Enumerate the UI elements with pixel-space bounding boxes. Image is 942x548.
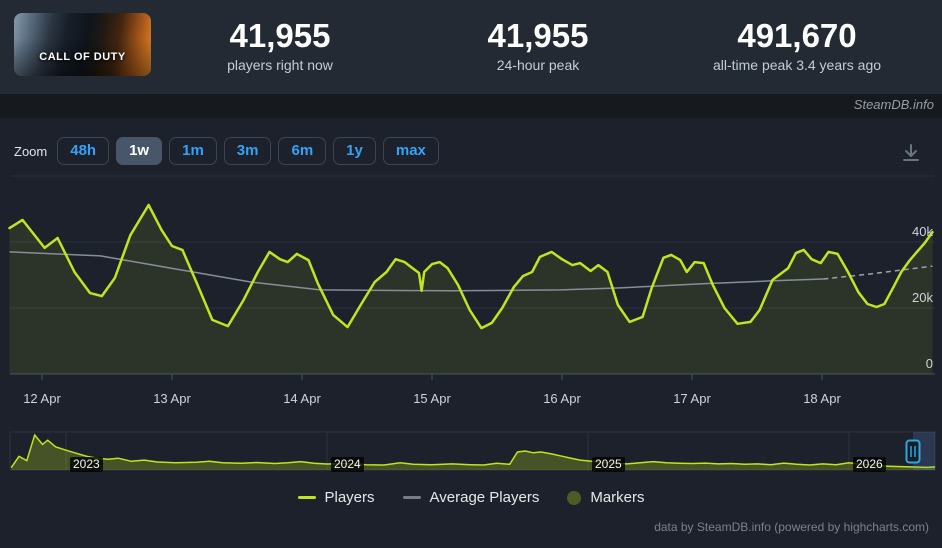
- peak-24h-value: 41,955: [487, 17, 589, 54]
- legend-item-average-players[interactable]: Average Players: [402, 489, 540, 506]
- game-capsule-image[interactable]: CALL OF DUTY: [14, 13, 151, 76]
- nav-year-2023: 2023: [70, 457, 103, 472]
- stat-24h-peak: 41,955 24-hour peak: [428, 17, 648, 74]
- legend-markers-label: Markers: [590, 489, 645, 506]
- navigator-area-fill: [11, 435, 936, 470]
- average-players-projection-line: [823, 265, 933, 280]
- nav-year-2026: 2026: [853, 457, 886, 472]
- download-chart-icon[interactable]: [898, 142, 924, 166]
- zoom-label: Zoom: [14, 143, 48, 159]
- y-axis-label-0: 0: [925, 356, 933, 371]
- zoom-range-48h[interactable]: 48h: [57, 137, 110, 165]
- x-label-16apr: 16 Apr: [543, 391, 581, 406]
- average-line-swatch-icon: [402, 496, 421, 499]
- zoom-range-1m[interactable]: 1m: [169, 137, 217, 165]
- x-label-17apr: 17 Apr: [673, 391, 711, 406]
- y-axis-label-20k: 20k: [912, 290, 933, 305]
- stat-players-now: 41,955 players right now: [170, 17, 390, 74]
- players-area-fill: [9, 205, 933, 374]
- average-players-line: [9, 251, 824, 292]
- zoom-range-6m[interactable]: 6m: [278, 137, 327, 165]
- zoom-range-1w[interactable]: 1w: [116, 137, 163, 165]
- legend-item-markers[interactable]: Markers: [567, 489, 645, 506]
- legend-item-players[interactable]: Players: [297, 489, 375, 506]
- players-now-value: 41,955: [229, 17, 331, 54]
- steamdb-watermark: SteamDB.info: [853, 97, 934, 112]
- zoom-range-max[interactable]: max: [382, 137, 439, 165]
- nav-year-2024: 2024: [331, 457, 364, 472]
- alltime-peak-value: 491,670: [737, 17, 857, 54]
- y-gridlines: [10, 175, 935, 375]
- y-axis-label-40k: 40k: [912, 224, 933, 239]
- x-label-13apr: 13 Apr: [153, 391, 191, 406]
- legend-players-label: Players: [324, 489, 375, 506]
- zoom-toolbar: Zoom 48h 1w 1m 3m 6m 1y max: [14, 137, 439, 165]
- x-label-15apr: 15 Apr: [413, 391, 451, 406]
- navigator-line: [10, 433, 936, 469]
- players-now-label: players right now: [227, 57, 333, 74]
- game-capsule-title: CALL OF DUTY: [39, 50, 126, 63]
- x-axis-ticks: [41, 374, 823, 380]
- x-label-12apr: 12 Apr: [23, 391, 61, 406]
- zoom-range-1y[interactable]: 1y: [333, 137, 376, 165]
- navigator-handle[interactable]: [905, 439, 921, 464]
- players-line-swatch-icon: [297, 496, 316, 499]
- navigator-frame: [9, 431, 936, 471]
- alltime-peak-label: all-time peak 3.4 years ago: [712, 57, 882, 74]
- zoom-range-3m[interactable]: 3m: [223, 137, 272, 165]
- markers-circle-swatch-icon: [567, 490, 582, 505]
- players-line: [8, 203, 934, 330]
- highcharts-credits[interactable]: data by SteamDB.info (powered by highcha…: [654, 520, 929, 534]
- x-label-14apr: 14 Apr: [283, 391, 321, 406]
- legend-average-label: Average Players: [429, 489, 540, 506]
- stats-header: CALL OF DUTY 41,955 players right now 41…: [0, 0, 942, 94]
- peak-24h-label: 24-hour peak: [496, 57, 580, 74]
- nav-year-2025: 2025: [592, 457, 625, 472]
- x-label-18apr: 18 Apr: [803, 391, 841, 406]
- stat-alltime-peak: 491,670 all-time peak 3.4 years ago: [657, 17, 937, 74]
- chart-legend: Players Average Players Markers: [0, 489, 942, 506]
- watermark-strip: SteamDB.info: [0, 94, 942, 118]
